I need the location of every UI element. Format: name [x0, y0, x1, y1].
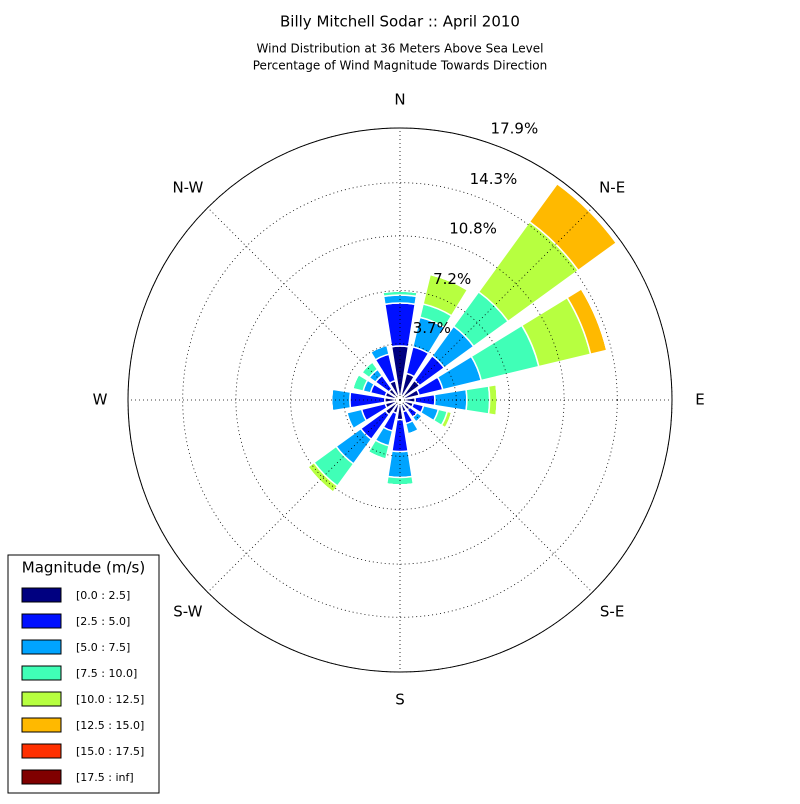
chart-subtitle: Wind Distribution at 36 Meters Above Sea…	[257, 42, 544, 56]
direction-label: N	[394, 91, 405, 109]
legend-label: [15.0 : 17.5]	[76, 745, 144, 758]
grid-spoke	[207, 207, 401, 401]
r-tick-label: 10.8%	[449, 219, 497, 237]
legend-swatch	[21, 769, 62, 785]
wedge-segment	[307, 466, 334, 493]
legend-label: [17.5 : inf]	[76, 771, 134, 784]
wedge-segment	[429, 273, 468, 291]
wedge-segment	[465, 385, 491, 415]
legend-label: [7.5 : 10.0]	[76, 667, 137, 680]
r-tick-label: 7.2%	[433, 270, 471, 288]
direction-label: N-W	[172, 178, 203, 196]
legend-swatch	[21, 691, 62, 707]
legend-swatch	[21, 743, 62, 759]
wedge-segment	[407, 429, 419, 435]
direction-label: S	[395, 691, 405, 709]
legend-label: [12.5 : 15.0]	[76, 719, 144, 732]
legend-swatch	[21, 613, 62, 629]
legend-label: [10.0 : 12.5]	[76, 693, 144, 706]
grid-ring	[127, 127, 673, 673]
direction-label: S-W	[173, 603, 202, 621]
legend-label: [2.5 : 5.0]	[76, 615, 130, 628]
wedge-segment	[495, 384, 499, 416]
wedge-segment	[415, 415, 423, 423]
wedge-segment	[433, 388, 468, 412]
legend-label: [0.0 : 2.5]	[76, 589, 130, 602]
r-tick-label: 14.3%	[470, 170, 518, 188]
grid-ring	[290, 290, 510, 510]
grid-spoke	[399, 207, 593, 401]
grid-spoke	[399, 399, 593, 593]
r-tick-label: 3.7%	[413, 319, 451, 337]
wedge-segment	[383, 302, 417, 348]
direction-label: W	[93, 391, 108, 409]
direction-label: E	[695, 391, 704, 409]
wedge-segment	[580, 288, 608, 351]
grid-spoke	[207, 399, 401, 593]
legend-swatch	[21, 665, 62, 681]
legend-swatch	[21, 717, 62, 733]
legend-swatch	[21, 587, 62, 603]
direction-label: S-E	[600, 603, 624, 621]
direction-label: N-E	[599, 178, 625, 196]
chart-subtitle: Percentage of Wind Magnitude Towards Dir…	[253, 59, 547, 73]
legend-swatch	[21, 639, 62, 655]
r-tick-label: 17.9%	[491, 120, 539, 138]
grid-ring	[182, 182, 618, 618]
chart-title: Billy Mitchell Sodar :: April 2010	[280, 13, 520, 31]
legend-title: Magnitude (m/s)	[22, 559, 145, 577]
legend-label: [5.0 : 7.5]	[76, 641, 130, 654]
